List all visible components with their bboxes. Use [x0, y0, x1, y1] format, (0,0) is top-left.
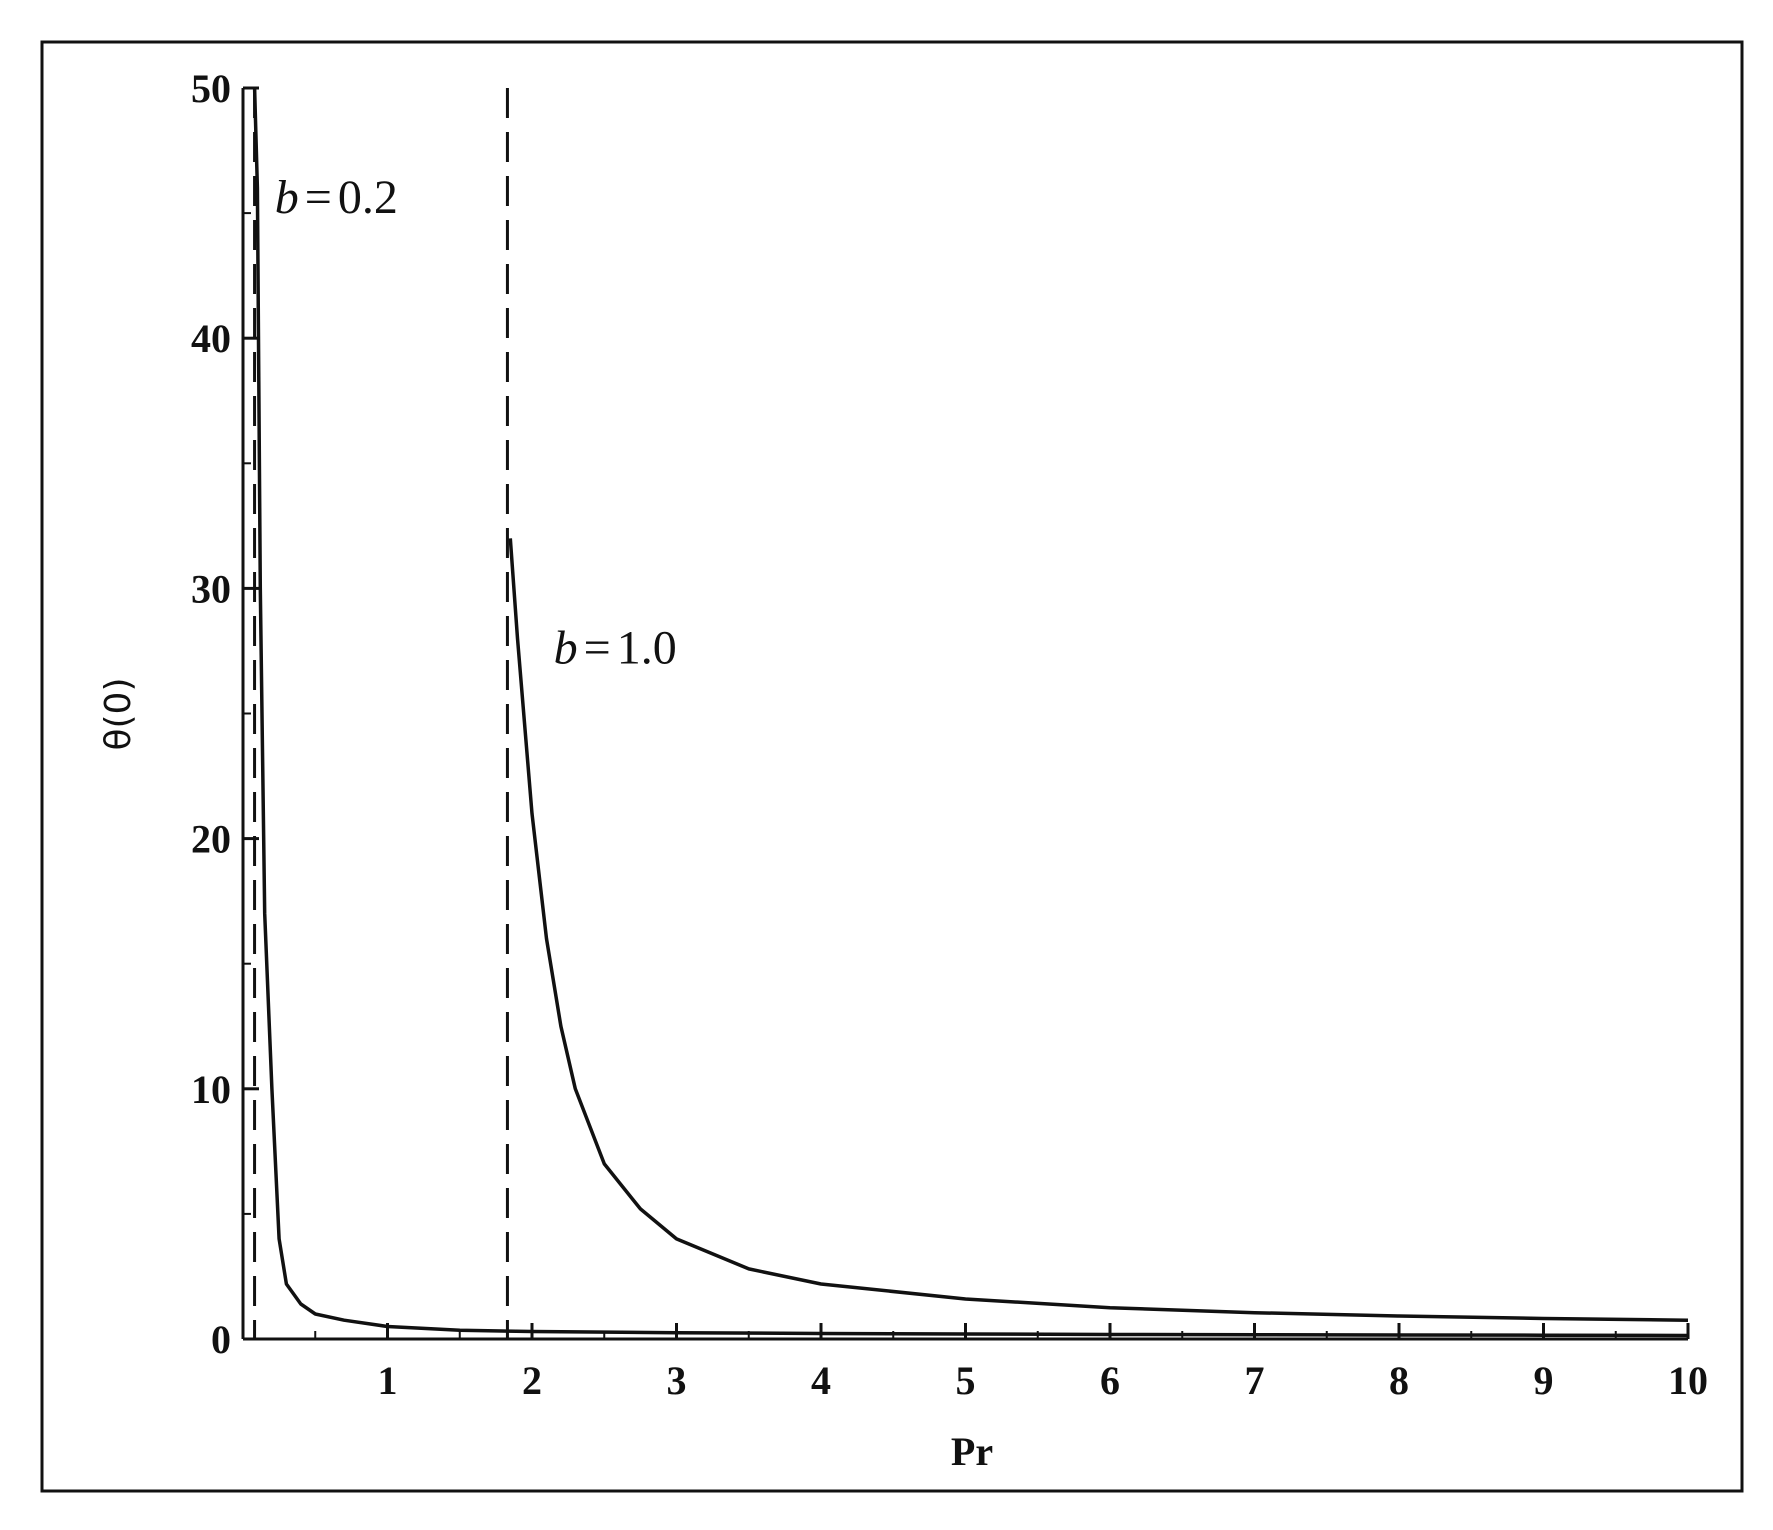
- x-tick-label: 2: [522, 1358, 542, 1403]
- annotation-variable: b: [554, 621, 578, 674]
- series-line-1: [252, 87, 1689, 1338]
- y-tick-label: 10: [191, 1067, 231, 1112]
- x-tick-label: 8: [1389, 1358, 1409, 1403]
- x-axis-label: Pr: [951, 1429, 993, 1474]
- x-tick-labels: 1 2 3 4 5 6 7 8 9 10: [378, 1358, 1709, 1403]
- series-lines: [252, 87, 1689, 1338]
- annotation-variable: b: [275, 171, 299, 224]
- x-tick-label: 4: [811, 1358, 831, 1403]
- annotation-label: b = 1.0: [554, 621, 677, 674]
- y-tick-label: 0: [211, 1317, 231, 1362]
- y-tick-label: 20: [191, 817, 231, 862]
- y-axis-label: θ(0): [98, 677, 139, 750]
- x-tick-label: 7: [1245, 1358, 1265, 1403]
- y-tick-label: 30: [191, 566, 231, 611]
- x-tick-label: 6: [1100, 1358, 1120, 1403]
- y-tick-label: 50: [191, 66, 231, 111]
- annotation-operator: =: [305, 171, 332, 224]
- x-tick-label: 10: [1668, 1358, 1708, 1403]
- x-tick-label: 1: [378, 1358, 398, 1403]
- x-tick-label: 5: [956, 1358, 976, 1403]
- annotation-operator: =: [584, 621, 611, 674]
- annotation-value: 0.2: [338, 171, 398, 224]
- annotations: b = 0.2b = 1.0: [275, 171, 677, 674]
- x-tick-label: 9: [1534, 1358, 1554, 1403]
- annotation-label: b = 0.2: [275, 171, 398, 224]
- annotation-value: 1.0: [617, 621, 677, 674]
- figure-frame: [40, 40, 1744, 1493]
- asymptote-lines: [253, 88, 509, 1339]
- series-line-2: [508, 538, 1689, 1322]
- y-tick-labels: 0 10 20 30 40 50: [191, 66, 231, 1362]
- y-tick-label: 40: [191, 316, 231, 361]
- x-tick-label: 3: [667, 1358, 687, 1403]
